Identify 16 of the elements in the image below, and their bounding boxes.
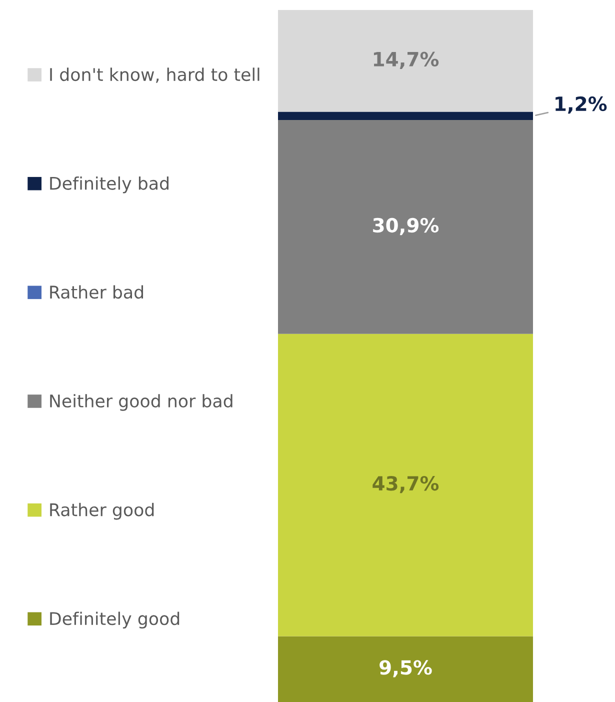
data-label: 43,7% (372, 476, 439, 494)
data-label: 30,9% (373, 218, 439, 236)
legend-label: Rather good (50, 502, 154, 520)
bar (278, 334, 533, 636)
bar (278, 112, 533, 120)
legend-label: Definitely bad (50, 176, 168, 194)
data-label: 9,5% (380, 660, 432, 678)
data-label: 1,2% (556, 96, 607, 114)
legend-label: Rather bad (50, 285, 144, 299)
legend-label: Definitely good (50, 612, 180, 629)
bar (278, 120, 533, 334)
legend-label: I don't know, hard to tell (50, 68, 260, 83)
legend-label: Neither good nor bad (50, 394, 232, 411)
data-label: 14,7% (374, 52, 439, 69)
bar (278, 636, 533, 702)
bar (278, 10, 533, 112)
